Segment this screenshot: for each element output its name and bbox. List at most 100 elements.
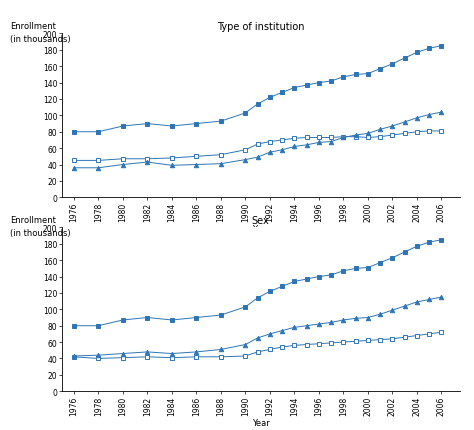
4-year bbox=[145, 160, 150, 165]
2-year bbox=[169, 156, 175, 161]
Total bbox=[402, 56, 408, 61]
4-year bbox=[243, 158, 248, 163]
Males bbox=[71, 354, 77, 359]
2-year bbox=[438, 129, 444, 134]
Total bbox=[316, 274, 322, 280]
2-year bbox=[414, 130, 420, 135]
Females bbox=[145, 350, 150, 355]
2-year bbox=[340, 135, 346, 140]
Total bbox=[145, 122, 150, 127]
Males bbox=[218, 354, 224, 359]
4-year bbox=[316, 141, 322, 146]
Total bbox=[255, 102, 261, 107]
Text: Enrollment: Enrollment bbox=[10, 22, 56, 31]
Total bbox=[390, 62, 395, 67]
Total bbox=[365, 72, 371, 77]
Females bbox=[218, 347, 224, 352]
2-year bbox=[353, 135, 358, 140]
Total bbox=[390, 255, 395, 261]
Females bbox=[328, 320, 334, 325]
2-year bbox=[267, 140, 273, 145]
Total bbox=[414, 244, 420, 249]
Total bbox=[279, 91, 285, 96]
4-year bbox=[71, 166, 77, 171]
Total bbox=[96, 130, 101, 135]
Total bbox=[145, 315, 150, 320]
Total bbox=[438, 237, 444, 243]
2-year bbox=[377, 135, 383, 140]
Females bbox=[267, 332, 273, 337]
Text: (in thousands): (in thousands) bbox=[10, 229, 71, 238]
Total bbox=[438, 44, 444, 49]
Text: (in thousands): (in thousands) bbox=[10, 35, 71, 44]
Females bbox=[292, 325, 297, 330]
2-year bbox=[292, 136, 297, 141]
Total bbox=[340, 269, 346, 274]
Total bbox=[304, 277, 310, 282]
2-year bbox=[243, 148, 248, 153]
Total bbox=[120, 318, 126, 323]
Total bbox=[96, 323, 101, 329]
4-year bbox=[426, 113, 432, 118]
Females bbox=[426, 297, 432, 302]
Females bbox=[243, 342, 248, 347]
Line: 4-year: 4-year bbox=[72, 111, 444, 171]
4-year bbox=[340, 135, 346, 141]
Total bbox=[377, 67, 383, 72]
2-year bbox=[255, 142, 261, 147]
Total bbox=[365, 265, 371, 270]
4-year bbox=[292, 144, 297, 150]
Total bbox=[169, 318, 175, 323]
Males bbox=[426, 332, 432, 337]
2-year bbox=[402, 132, 408, 137]
4-year bbox=[267, 150, 273, 155]
4-year bbox=[193, 163, 199, 168]
Total bbox=[279, 284, 285, 289]
Males bbox=[340, 340, 346, 345]
Line: Males: Males bbox=[72, 330, 444, 361]
Total bbox=[292, 279, 297, 284]
Females bbox=[169, 351, 175, 356]
Title: Sex: Sex bbox=[252, 216, 270, 226]
4-year bbox=[279, 148, 285, 153]
Males bbox=[145, 354, 150, 359]
4-year bbox=[402, 120, 408, 125]
Total bbox=[414, 51, 420, 56]
4-year bbox=[169, 163, 175, 169]
Females bbox=[377, 312, 383, 317]
4-year bbox=[377, 127, 383, 132]
4-year bbox=[218, 162, 224, 167]
Females bbox=[279, 328, 285, 333]
Females bbox=[255, 335, 261, 341]
4-year bbox=[438, 110, 444, 115]
Total bbox=[193, 122, 199, 127]
2-year bbox=[120, 157, 126, 162]
Males bbox=[402, 335, 408, 340]
Total bbox=[71, 130, 77, 135]
4-year bbox=[328, 140, 334, 145]
Total bbox=[328, 79, 334, 84]
Line: Females: Females bbox=[72, 295, 444, 358]
Total bbox=[243, 111, 248, 116]
2-year bbox=[218, 153, 224, 158]
Females bbox=[414, 300, 420, 305]
Total bbox=[71, 323, 77, 329]
2-year bbox=[96, 158, 101, 163]
2-year bbox=[279, 138, 285, 143]
4-year bbox=[365, 132, 371, 137]
Line: 2-year: 2-year bbox=[72, 129, 444, 163]
Females bbox=[438, 295, 444, 300]
Males bbox=[377, 337, 383, 342]
Males bbox=[243, 353, 248, 359]
Females bbox=[390, 308, 395, 313]
Total bbox=[218, 119, 224, 124]
Total bbox=[353, 266, 358, 271]
Males bbox=[438, 330, 444, 335]
Females bbox=[402, 304, 408, 309]
4-year bbox=[414, 116, 420, 121]
2-year bbox=[71, 158, 77, 163]
4-year bbox=[255, 155, 261, 160]
2-year bbox=[390, 133, 395, 138]
Total bbox=[193, 315, 199, 320]
Total bbox=[353, 73, 358, 78]
